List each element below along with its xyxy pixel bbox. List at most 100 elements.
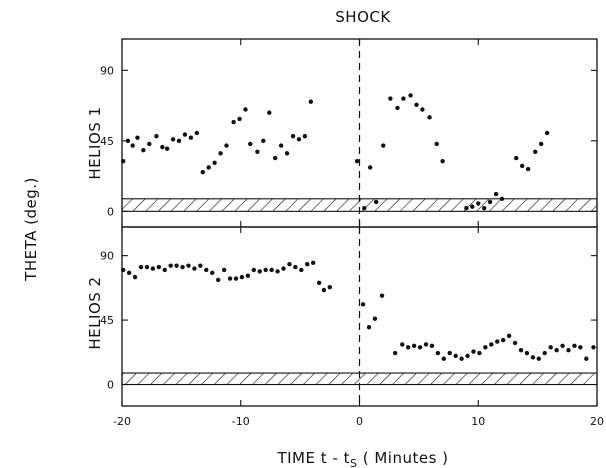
- data-point: [156, 264, 162, 270]
- data-point: [186, 263, 191, 268]
- data-point: [441, 356, 447, 361]
- data-point: [221, 267, 227, 273]
- data-point: [308, 99, 314, 104]
- data-point: [120, 159, 126, 164]
- data-point: [560, 343, 565, 349]
- data-point: [198, 263, 203, 268]
- data-point: [493, 191, 499, 197]
- data-point: [405, 345, 411, 350]
- data-point: [248, 141, 253, 147]
- data-point: [257, 269, 262, 274]
- data-point: [269, 267, 274, 273]
- data-point: [544, 130, 550, 136]
- data-point: [578, 345, 583, 350]
- data-point: [210, 270, 215, 276]
- data-point: [321, 287, 327, 293]
- data-point: [275, 269, 280, 274]
- data-point: [168, 263, 173, 268]
- data-point: [417, 345, 423, 350]
- data-point: [395, 105, 400, 111]
- x-tick-label: -20: [113, 415, 131, 428]
- data-point: [206, 165, 211, 170]
- data-point: [316, 280, 322, 286]
- y-tick-label: 0: [107, 205, 114, 218]
- x-tick-label: 10: [471, 415, 485, 428]
- data-point: [278, 143, 284, 148]
- chart-title: SHOCK: [335, 8, 391, 26]
- data-point: [584, 356, 589, 361]
- data-point: [293, 264, 298, 270]
- data-point: [160, 144, 165, 150]
- data-point: [360, 302, 366, 307]
- data-point: [381, 143, 386, 148]
- data-point: [548, 345, 553, 350]
- data-point: [572, 343, 577, 349]
- panel-label-helios-2: HELIOS 2: [86, 276, 104, 349]
- data-point: [481, 206, 487, 211]
- data-point: [429, 343, 435, 349]
- data-point: [401, 96, 406, 101]
- data-point: [243, 107, 248, 112]
- data-point: [141, 148, 146, 153]
- data-point: [120, 267, 126, 273]
- data-point: [408, 93, 413, 98]
- data-point: [224, 143, 229, 148]
- panel-label-helios-1: HELIOS 1: [86, 106, 104, 179]
- y-tick-label: 45: [100, 314, 114, 327]
- data-point: [147, 141, 152, 147]
- data-point: [239, 274, 245, 280]
- data-point: [138, 264, 144, 270]
- data-point: [536, 356, 542, 361]
- data-point: [420, 107, 425, 112]
- data-point: [310, 260, 316, 265]
- x-tick-label: 20: [590, 415, 604, 428]
- data-point: [519, 163, 525, 169]
- data-point: [477, 350, 482, 356]
- panel-bottom: 0 45 90 -20 -10 0 10 20: [100, 226, 604, 428]
- data-point: [272, 155, 278, 161]
- data-point: [434, 141, 439, 147]
- data-point: [327, 284, 333, 290]
- data-point: [212, 160, 217, 165]
- panel-top: 0 45 90: [100, 38, 598, 228]
- data-point: [215, 277, 221, 283]
- data-point: [411, 343, 417, 349]
- data-point: [255, 149, 260, 154]
- data-point: [218, 151, 223, 156]
- data-point: [500, 337, 506, 343]
- data-point: [267, 110, 272, 115]
- data-point: [170, 137, 176, 142]
- data-point: [524, 350, 530, 356]
- data-point: [512, 340, 518, 346]
- x-axis-label-subscript: S: [350, 457, 357, 468]
- data-point: [154, 133, 159, 139]
- data-point: [554, 347, 559, 353]
- data-point: [379, 293, 385, 298]
- data-point: [164, 146, 170, 151]
- data-point: [284, 151, 290, 156]
- data-point: [533, 149, 538, 154]
- data-point: [530, 355, 536, 360]
- data-point: [566, 347, 571, 353]
- data-point: [132, 274, 138, 280]
- data-point: [470, 204, 475, 209]
- data-point: [525, 166, 531, 172]
- data-point: [290, 133, 296, 139]
- data-point: [200, 169, 205, 175]
- data-point: [176, 138, 182, 144]
- data-point: [465, 353, 470, 359]
- data-point: [192, 266, 197, 271]
- data-point: [464, 206, 469, 211]
- data-point: [372, 316, 378, 321]
- data-point: [302, 133, 308, 139]
- data-point: [366, 325, 372, 330]
- data-point: [489, 342, 494, 347]
- data-point: [251, 267, 257, 273]
- data-point: [135, 135, 140, 140]
- y-tick-label: 45: [100, 135, 114, 148]
- data-point: [453, 353, 458, 359]
- x-tick-label: -10: [232, 415, 250, 428]
- data-point: [388, 96, 393, 101]
- data-point: [392, 350, 398, 356]
